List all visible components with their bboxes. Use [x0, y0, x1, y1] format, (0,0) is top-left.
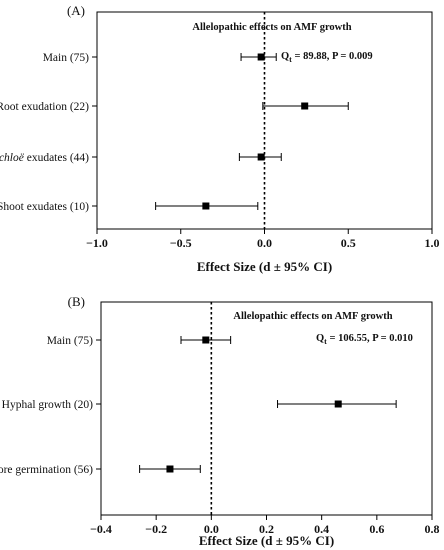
x-tick-label: 0.6	[369, 522, 384, 536]
row-label-text: Main (75)	[43, 52, 89, 64]
effect-size-point	[202, 336, 210, 344]
x-tick-label: 0.5	[341, 236, 356, 250]
stat-subscript: t	[289, 55, 292, 64]
study-row: Main (75)	[43, 52, 277, 64]
study-row: Spore germination (56)	[0, 464, 201, 476]
effect-size-point	[334, 400, 342, 408]
study-row: Epichloë exudates (44)	[0, 152, 282, 164]
study-row: Main (75)	[47, 335, 232, 347]
effect-size-point	[202, 202, 210, 210]
row-label-text: Spore germination (56)	[0, 464, 93, 476]
heterogeneity-stat: Qt = 106.55, P = 0.010	[316, 333, 413, 346]
stat-subscript: t	[324, 337, 327, 346]
x-tick-label: −1.0	[86, 236, 108, 250]
effect-size-point	[166, 465, 174, 473]
x-tick-label: 0.2	[259, 522, 274, 536]
panel-label: (A)	[67, 3, 85, 18]
row-label: Shoot exudates (10)	[0, 201, 89, 213]
x-tick-label: 0.8	[425, 522, 440, 536]
heterogeneity-stat: Qt = 89.88, P = 0.009	[281, 51, 373, 64]
row-label: Spore germination (56)	[0, 464, 93, 476]
row-label-text: Shoot exudates (10)	[0, 201, 89, 213]
panel-label: (B)	[68, 294, 85, 309]
x-tick-label: −0.2	[145, 522, 167, 536]
effect-size-point	[257, 53, 265, 61]
study-row: Shoot exudates (10)	[0, 201, 259, 213]
row-label-italic: Epichloë	[0, 152, 25, 164]
effect-size-point	[301, 102, 309, 110]
row-label: Hyphal growth (20)	[2, 399, 94, 411]
row-label: Root exudation (22)	[0, 101, 89, 113]
row-label-text: exudates (44)	[24, 152, 89, 164]
stat-prefix: Q	[316, 333, 324, 344]
x-tick-label: −0.4	[90, 522, 112, 536]
study-row: Root exudation (22)	[0, 101, 349, 113]
x-tick-label: −0.5	[170, 236, 192, 250]
row-label: Main (75)	[43, 52, 89, 64]
x-tick-label: 0.4	[314, 522, 329, 536]
stat-value: = 89.88, P = 0.009	[292, 51, 373, 62]
row-label: Main (75)	[47, 335, 93, 347]
panel-a: (A) −1.0 −0.5 0.0 0.5 1.0 Effect Size (d ± 95%…	[0, 3, 440, 274]
row-label: Epichloë exudates (44)	[0, 152, 89, 164]
row-label-text: Hyphal growth (20)	[2, 399, 94, 411]
x-tick-label: 0.0	[257, 236, 272, 250]
row-label-text: Main (75)	[47, 335, 93, 347]
chart-title: Allelopathic effects on AMF growth	[192, 22, 351, 33]
x-tick-label: 0.0	[204, 522, 219, 536]
panel-b: (B) −0.4 −0.2 0.0 0.2 0.4 0.6 0.8 Effect Size (d…	[0, 294, 440, 548]
x-tick-label: 1.0	[425, 236, 440, 250]
x-axis-label: Effect Size (d ± 95% CI)	[197, 259, 332, 274]
plot-frame	[96, 11, 433, 230]
stat-prefix: Q	[281, 51, 289, 62]
chart-title: Allelopathic effects on AMF growth	[233, 311, 392, 322]
stat-value: = 106.55, P = 0.010	[327, 333, 413, 344]
row-label-text: Root exudation (22)	[0, 101, 89, 113]
effect-size-point	[257, 153, 265, 161]
x-axis-label: Effect Size (d ± 95% CI)	[199, 533, 334, 548]
study-row: Hyphal growth (20)	[2, 399, 397, 411]
